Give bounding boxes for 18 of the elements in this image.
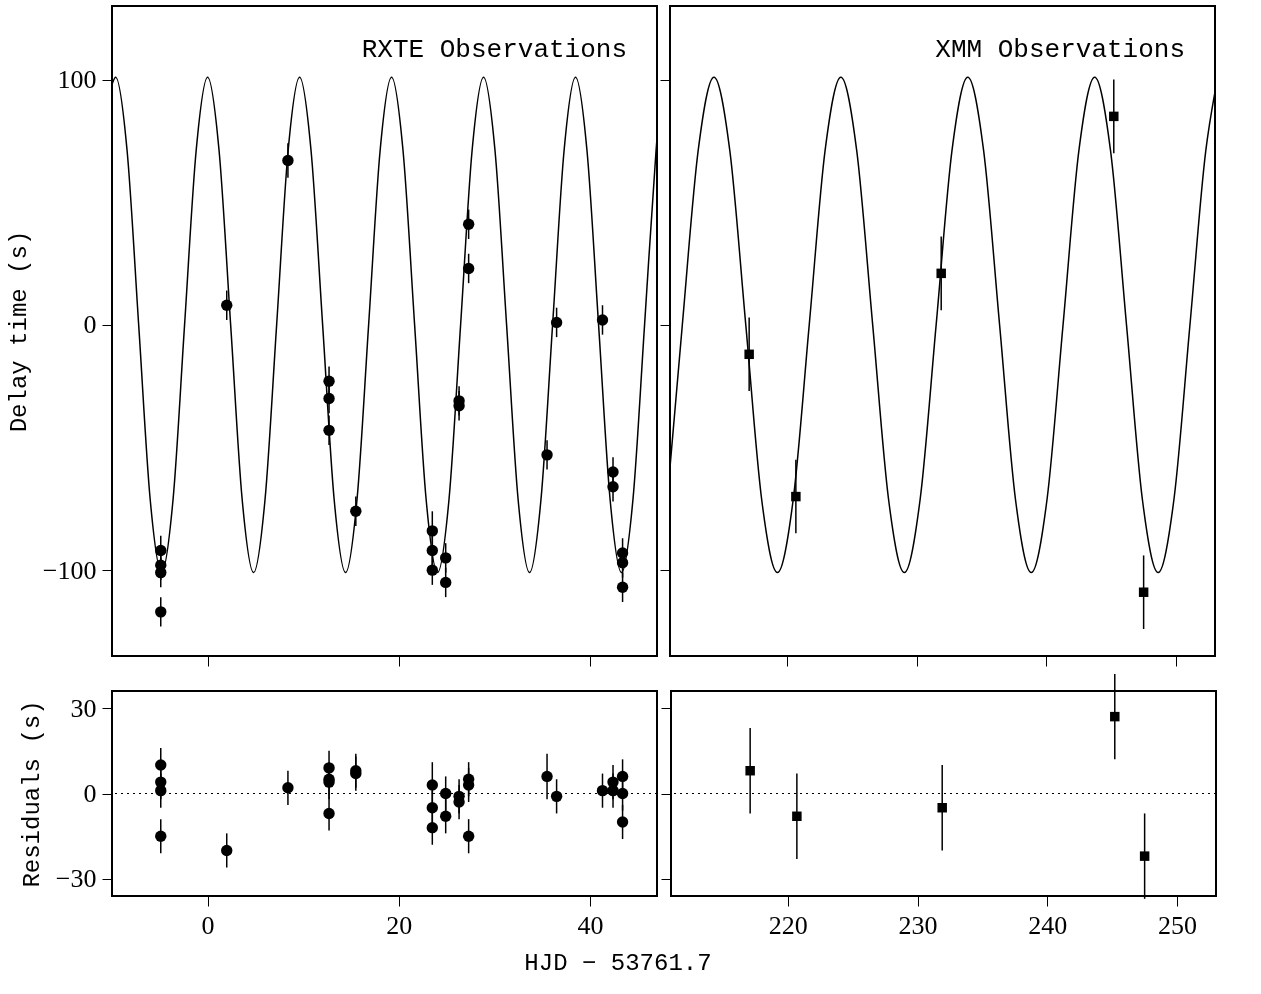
y-axis-title: Residuals (s)	[18, 700, 46, 888]
x-tick-label: 230	[898, 910, 938, 940]
x-tick-label: 250	[1158, 910, 1198, 940]
y-axis-title: Delay time (s)	[5, 230, 33, 433]
x-tick-label: 220	[768, 910, 808, 940]
annotation: RXTE Observations	[361, 35, 627, 65]
x-tick-label: 0	[201, 910, 215, 940]
y-tick-label: 0	[83, 310, 97, 340]
x-axis-title: HJD − 53761.7	[524, 950, 712, 977]
y-tick-label: −30	[55, 864, 97, 894]
annotation: XMM Observations	[935, 35, 1185, 65]
x-tick-label: 40	[577, 910, 604, 940]
y-tick-label: −100	[42, 555, 97, 585]
y-tick-label: 30	[70, 693, 97, 723]
y-tick-label: 0	[83, 779, 97, 808]
x-tick-label: 240	[1028, 910, 1068, 940]
y-tick-label: 100	[57, 65, 97, 95]
x-tick-label: 20	[386, 910, 413, 940]
